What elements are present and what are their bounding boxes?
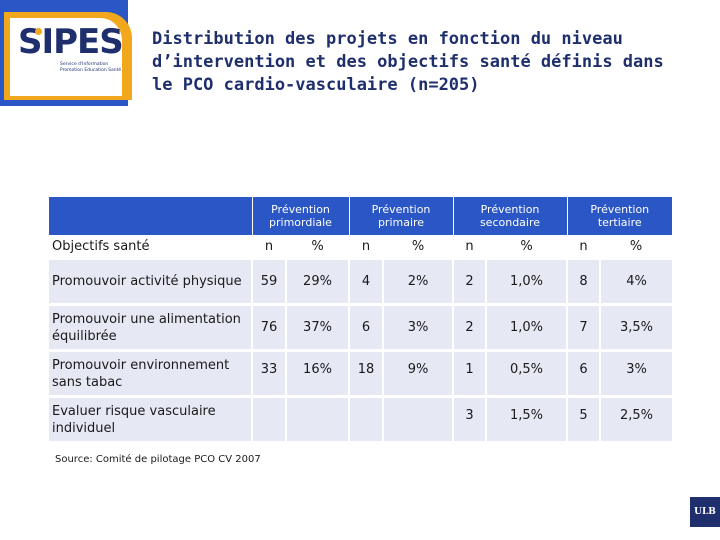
table-cell: 1,0%: [485, 303, 567, 351]
table-cell: 1,0%: [485, 257, 567, 305]
table-cell: 2%: [382, 257, 453, 305]
sub-header-cell: %: [383, 235, 453, 259]
sub-header-cell: %: [600, 235, 672, 259]
header-primaire: Prévention primaire: [348, 197, 453, 235]
logo-subtitle-line: Promotion Education Santé: [60, 67, 122, 73]
table-cell: 2,5%: [599, 395, 672, 441]
table-cell: 4%: [599, 257, 672, 305]
logo-white-panel: [10, 18, 122, 96]
projects-table: Prévention primordiale Prévention primai…: [49, 197, 672, 441]
logo-subtitle: Service d'Information Promotion Educatio…: [60, 62, 122, 73]
table-cell: 76: [251, 303, 286, 351]
logo-subtitle-line: Service d'Information: [60, 62, 109, 67]
table-cell: 3%: [599, 349, 672, 397]
logo-dot-icon: [35, 28, 42, 35]
row-label: Promouvoir une alimentation équilibrée: [49, 303, 252, 351]
table-cell: 4: [348, 257, 383, 305]
group-header-row: Prévention primordiale Prévention primai…: [49, 197, 672, 235]
table-cell: 3,5%: [599, 303, 672, 351]
sub-header-cell: n: [252, 235, 286, 259]
table-row: Promouvoir une alimentation équilibrée 7…: [49, 303, 672, 351]
table-cell: 33: [251, 349, 286, 397]
header-empty-cell: [49, 197, 252, 235]
source-note: Source: Comité de pilotage PCO CV 2007: [55, 454, 261, 465]
sipes-logo: SIPES Service d'Information Promotion Ed…: [0, 0, 145, 108]
row-label: Promouvoir activité physique: [49, 257, 252, 305]
table-cell: 6: [566, 349, 600, 397]
table-cell: 18: [348, 349, 383, 397]
header-primordiale: Prévention primordiale: [251, 197, 349, 235]
table-cell: 6: [348, 303, 383, 351]
table-cell: 37%: [285, 303, 349, 351]
table-cell: 7: [566, 303, 600, 351]
table-row: Evaluer risque vasculaire individuel 3 1…: [49, 395, 672, 441]
table-cell: 9%: [382, 349, 453, 397]
table-cell: [251, 395, 286, 441]
sub-header-cell: n: [567, 235, 600, 259]
slide-title: Distribution des projets en fonction du …: [152, 29, 664, 95]
sub-header-cell: %: [286, 235, 349, 259]
table-cell: 3%: [382, 303, 453, 351]
table-cell: 1: [452, 349, 486, 397]
ulb-badge: ULB: [690, 497, 720, 527]
table-cell: 59: [251, 257, 286, 305]
table-cell: 2: [452, 303, 486, 351]
table-row: Promouvoir environnement sans tabac 33 1…: [49, 349, 672, 397]
logo-wordmark: SIPES: [18, 22, 124, 62]
row-label: Evaluer risque vasculaire individuel: [49, 395, 252, 441]
table-cell: [285, 395, 349, 441]
header-tertiaire: Prévention tertiaire: [566, 197, 672, 235]
table-cell: [348, 395, 383, 441]
row-label: Promouvoir environnement sans tabac: [49, 349, 252, 397]
sub-header-cell: n: [453, 235, 486, 259]
table-cell: [382, 395, 453, 441]
header-secondaire: Prévention secondaire: [452, 197, 567, 235]
table-cell: 8: [566, 257, 600, 305]
table-cell: 16%: [285, 349, 349, 397]
sub-header-cell: n: [349, 235, 383, 259]
table-row: Promouvoir activité physique 59 29% 4 2%…: [49, 257, 672, 305]
table-cell: 0,5%: [485, 349, 567, 397]
table-cell: 3: [452, 395, 486, 441]
table-cell: 2: [452, 257, 486, 305]
sub-header-cell: %: [486, 235, 567, 259]
table-cell: 1,5%: [485, 395, 567, 441]
table-cell: 29%: [285, 257, 349, 305]
sub-header-row: Objectifs santé n % n % n % n %: [49, 235, 672, 259]
row-header-label: Objectifs santé: [49, 235, 252, 259]
table-cell: 5: [566, 395, 600, 441]
